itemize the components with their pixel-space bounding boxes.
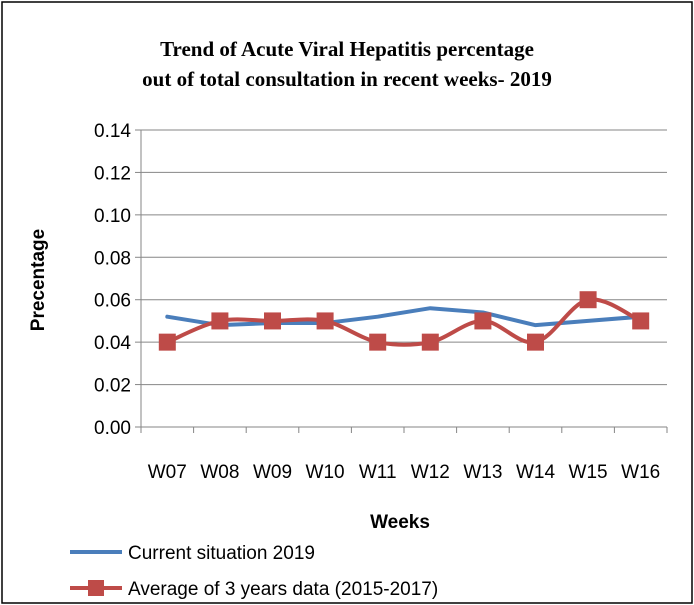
x-tick-label: W09 [253, 462, 292, 483]
data-point-marker [527, 333, 544, 351]
y-tick-label: 0.08 [94, 248, 131, 269]
data-point-marker [369, 333, 387, 351]
y-tick-label: 0.06 [94, 291, 131, 312]
data-point-marker [474, 312, 492, 330]
y-tick-label: 0.12 [94, 163, 131, 184]
x-tick-label: W10 [306, 462, 345, 483]
legend: Current situation 2019 Average of 3 years… [70, 543, 438, 600]
legend-label: Average of 3 years data (2015-2017) [128, 579, 438, 600]
y-tick-label: 0.04 [94, 333, 131, 354]
data-point-marker [579, 291, 597, 309]
data-point-marker [421, 333, 439, 351]
axes [135, 129, 668, 433]
legend-label: Current situation 2019 [128, 543, 315, 564]
x-tick-label: W07 [148, 462, 187, 483]
x-tick-label: W12 [411, 462, 450, 483]
y-axis-title: Precentage [28, 229, 49, 331]
y-tick-label: 0.02 [94, 376, 131, 397]
data-point-marker [158, 333, 176, 351]
x-axis-title: Weeks [370, 512, 430, 533]
series [158, 291, 650, 351]
series-line-2 [165, 297, 643, 347]
data-point-marker [211, 312, 229, 330]
y-axis-ticks: 0.00 0.02 0.04 0.06 0.08 0.10 0.12 0.14 [94, 121, 131, 439]
x-tick-label: W15 [569, 462, 608, 483]
y-tick-label: 0.10 [94, 206, 131, 227]
x-tick-label: W11 [359, 462, 397, 483]
x-tick-label: W16 [621, 462, 660, 483]
gridlines [141, 129, 667, 386]
y-tick-label: 0.14 [94, 121, 131, 142]
data-point-marker [632, 312, 650, 330]
x-tick-label: W08 [200, 462, 239, 483]
x-axis-ticks: W07 W08 W09 W10 W11 W12 W13 W14 W15 W16 [148, 462, 660, 483]
data-point-marker [316, 312, 334, 330]
chart-subtitle: out of total consultation in recent week… [142, 67, 552, 91]
legend-swatch-marker [88, 580, 104, 596]
x-tick-label: W13 [463, 462, 502, 483]
data-point-marker [264, 312, 281, 330]
y-tick-label: 0.00 [94, 418, 131, 439]
x-tick-label: W14 [516, 462, 556, 483]
chart-title: Trend of Acute Viral Hepatitis percentag… [160, 37, 534, 61]
